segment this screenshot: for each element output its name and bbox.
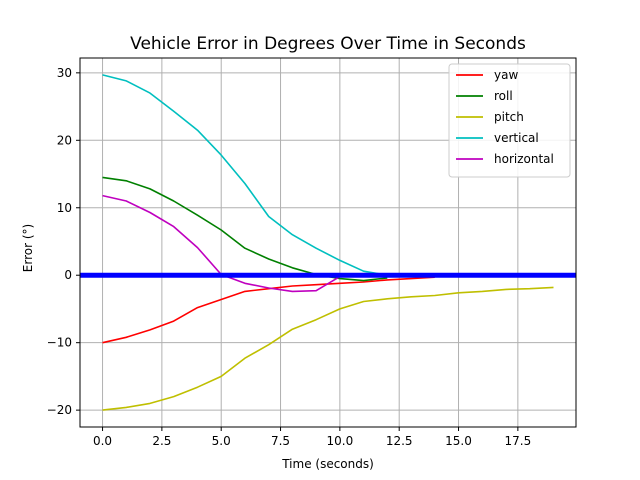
x-tick-label: 17.5 (504, 434, 531, 448)
chart-title: Vehicle Error in Degrees Over Time in Se… (130, 34, 526, 54)
plot-area (80, 74, 576, 411)
x-tick-label: 2.5 (152, 434, 171, 448)
legend-label-roll: roll (494, 89, 513, 103)
x-axis: 0.0 2.5 5.0 7.5 10.0 12.5 15.0 17.5 (93, 427, 531, 448)
legend-label-yaw: yaw (494, 68, 518, 82)
legend-box (448, 63, 571, 178)
series-line-pitch (102, 286, 554, 411)
y-tick-label: 0 (64, 268, 72, 282)
series-line-roll (102, 176, 388, 282)
y-tick-label: −20 (47, 403, 72, 417)
x-tick-label: 15.0 (445, 434, 472, 448)
legend-label-horizontal: horizontal (494, 152, 554, 166)
y-tick-label: 20 (57, 133, 72, 147)
x-axis-label: Time (seconds) (281, 457, 374, 471)
axes-frame (79, 57, 577, 428)
x-tick-label: 5.0 (212, 434, 231, 448)
y-tick-label: 10 (57, 201, 72, 215)
x-tick-label: 12.5 (386, 434, 413, 448)
x-tick-label: 0.0 (93, 434, 112, 448)
legend-label-vertical: vertical (494, 131, 539, 145)
legend: yaw roll pitch vertical horizontal (448, 63, 571, 178)
legend-label-pitch: pitch (494, 110, 524, 124)
x-tick-label: 7.5 (271, 434, 290, 448)
x-tick-label: 10.0 (327, 434, 354, 448)
y-axis-label: Error (°) (21, 224, 35, 272)
y-tick-label: −10 (47, 336, 72, 350)
y-tick-label: 30 (57, 66, 72, 80)
series-line-vertical (102, 74, 388, 276)
y-axis: −20 −10 0 10 20 30 (47, 66, 80, 417)
